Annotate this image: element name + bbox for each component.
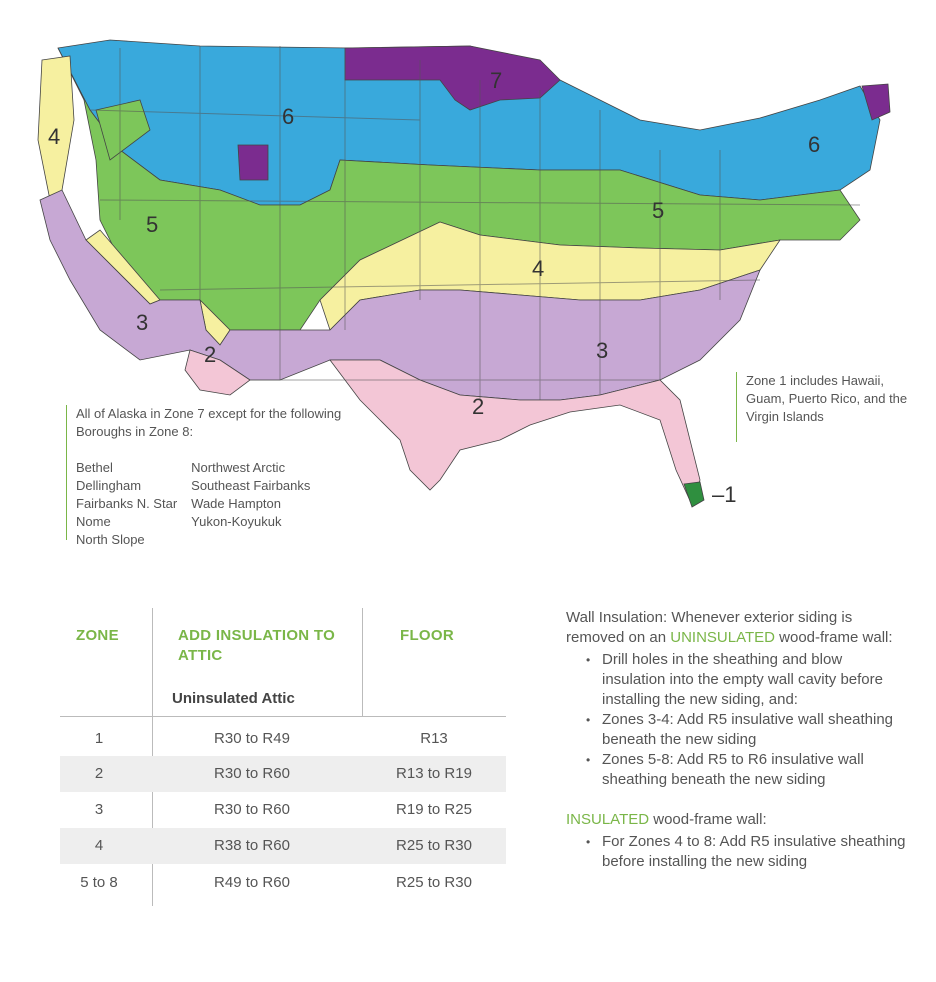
table-row: 3 R30 to R60 R19 to R25: [60, 792, 506, 828]
cell-attic: R30 to R60: [214, 765, 290, 782]
borough: Bethel: [76, 460, 113, 475]
wall-intro: Wall Insulation: Whenever exterior sidin…: [566, 608, 906, 648]
cell-floor: R13: [420, 730, 448, 747]
borough: Northwest Arctic: [191, 460, 286, 475]
list-item: Drill holes in the sheathing and blow in…: [586, 650, 906, 710]
zone-2-arizona: [184, 349, 251, 396]
cell-attic: R30 to R60: [214, 801, 290, 818]
boroughs-right: Northwest Arctic Southeast Fairbanks Wad…: [191, 459, 310, 549]
zone-label-3-west: 3: [136, 310, 148, 335]
borough: Wade Hampton: [191, 496, 281, 511]
wall-intro-tail: wood-frame wall:: [774, 629, 893, 646]
insulation-table: ZONE ADD INSULATION TO ATTIC FLOOR Unins…: [60, 608, 506, 906]
zone-label-7: 7: [490, 68, 502, 93]
header-rule: [60, 716, 506, 717]
header-attic: ADD INSULATION TO ATTIC: [178, 627, 336, 664]
zone-label-3: 3: [596, 338, 608, 363]
borough: Southeast Fairbanks: [191, 478, 311, 493]
climate-zone-map: 7 6 6 4 5 5 4 3 3 2 2: [37, 39, 891, 508]
cell-zone: 1: [94, 730, 104, 747]
uninsulated-highlight: UNINSULATED: [670, 629, 775, 646]
zone1-note-bar: [736, 372, 737, 442]
zone-7-colorado: [237, 144, 269, 181]
cell-zone: 5 to 8: [80, 874, 118, 891]
insulated-highlight: INSULATED: [566, 811, 650, 828]
zone-label-2-west: 2: [204, 342, 216, 367]
list-item: Zones 3-4: Add R5 insulative wall sheath…: [586, 710, 906, 750]
column-divider: [362, 608, 363, 716]
borough: Dellingham: [76, 478, 142, 493]
uninsulated-list: Drill holes in the sheathing and blow in…: [566, 650, 906, 790]
zone-2-region: [329, 359, 701, 507]
header-floor: FLOOR: [400, 627, 454, 644]
zone1-pointer-label: –1: [712, 482, 737, 507]
zone-label-2: 2: [472, 394, 484, 419]
cell-floor: R25 to R30: [396, 837, 472, 854]
cell-zone: 3: [94, 801, 104, 818]
zone-label-4: 4: [532, 256, 544, 281]
table-row: 4 R38 to R60 R25 to R30: [60, 828, 506, 864]
cell-floor: R19 to R25: [396, 801, 472, 818]
zone-label-5-west: 5: [146, 212, 158, 237]
zone-5-west: [95, 99, 151, 161]
cell-zone: 4: [94, 837, 104, 854]
zone-label-4-west: 4: [48, 124, 60, 149]
table-row: 1 R30 to R49 R13: [60, 721, 506, 757]
borough: Fairbanks N. Star: [76, 496, 178, 511]
borough: North Slope: [76, 532, 145, 547]
cell-attic: R38 to R60: [214, 837, 290, 854]
list-item: For Zones 4 to 8: Add R5 insulative shea…: [586, 832, 906, 872]
cell-attic: R49 to R60: [214, 874, 290, 891]
alaska-note-bar: [66, 405, 67, 540]
cell-floor: R25 to R30: [396, 874, 472, 891]
insulated-section: INSULATED wood-frame wall:: [566, 810, 906, 830]
wall-intro-text: Wall Insulation: Whenever exterior sidin…: [566, 609, 853, 646]
state-borders: [89, 46, 861, 400]
zone-label-6: 6: [282, 104, 294, 129]
zone-label-5-east: 5: [652, 198, 664, 223]
alaska-note-intro: All of Alaska in Zone 7 except for the f…: [76, 406, 342, 439]
subheader-uninsulated-attic: Uninsulated Attic: [172, 690, 295, 707]
alaska-note: All of Alaska in Zone 7 except for the f…: [76, 405, 356, 549]
zone-1-region: [683, 481, 705, 508]
zone-label-6-east: 6: [808, 132, 820, 157]
alaska-boroughs: Bethel Dellingham Fairbanks N. Star Nome…: [76, 459, 356, 549]
zone-7-maine: [861, 83, 891, 121]
table-row: 5 to 8 R49 to R60 R25 to R30: [60, 865, 506, 901]
zone1-note: Zone 1 includes Hawaii, Guam, Puerto Ric…: [746, 373, 908, 424]
wall-insulation-notes: Wall Insulation: Whenever exterior sidin…: [566, 608, 906, 872]
borough: Nome: [76, 514, 111, 529]
insulated-list: For Zones 4 to 8: Add R5 insulative shea…: [566, 832, 906, 872]
cell-zone: 2: [94, 765, 104, 782]
zone-7-region: [344, 45, 561, 111]
header-zone: ZONE: [76, 627, 119, 644]
cell-attic: R30 to R49: [214, 730, 290, 747]
table-row: 2 R30 to R60 R13 to R19: [60, 756, 506, 792]
insulated-intro-tail: wood-frame wall:: [649, 811, 767, 828]
list-item: Zones 5-8: Add R5 to R6 insulative wall …: [586, 750, 906, 790]
boroughs-left: Bethel Dellingham Fairbanks N. Star Nome…: [76, 459, 177, 549]
borough: Yukon-Koyukuk: [191, 514, 282, 529]
cell-floor: R13 to R19: [396, 765, 472, 782]
